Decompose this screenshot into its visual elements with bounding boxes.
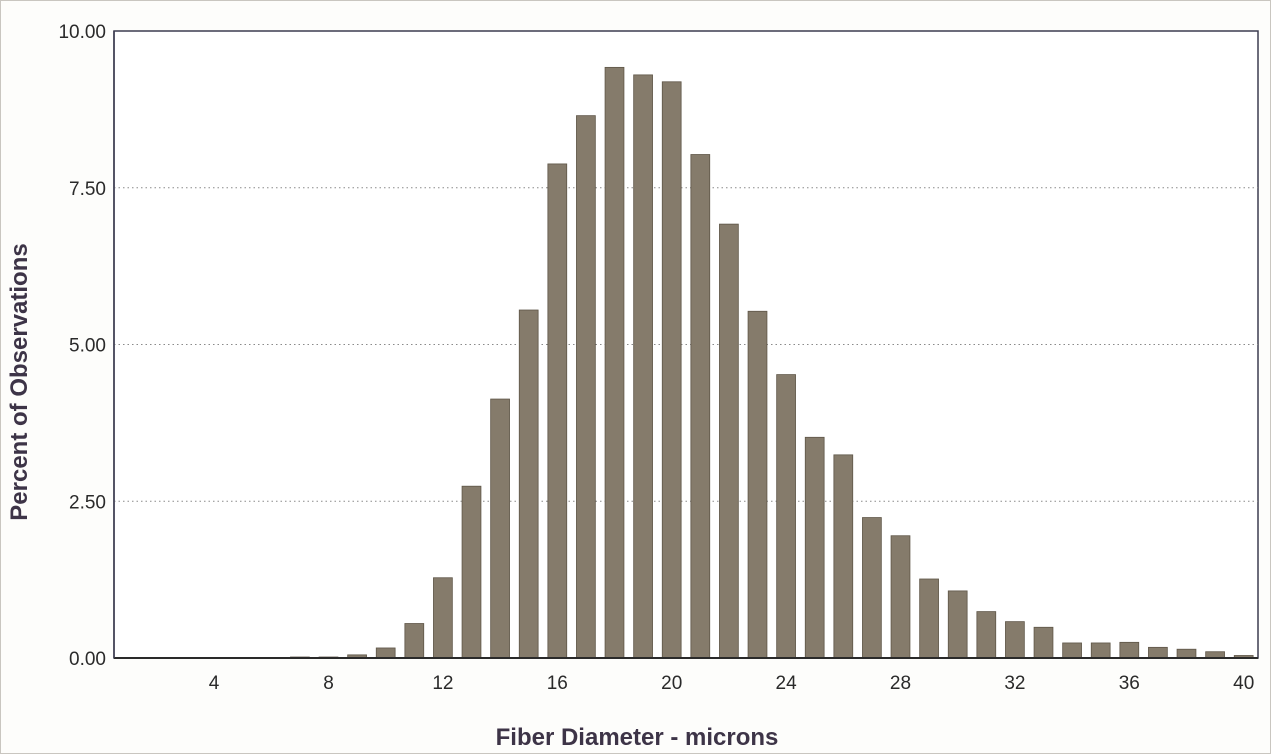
bar xyxy=(1119,641,1140,659)
bar xyxy=(1005,621,1025,659)
y-axis-title: Percent of Observations xyxy=(6,243,33,520)
x-tick-label: 36 xyxy=(1119,673,1140,694)
x-tick-label: 24 xyxy=(776,673,798,694)
bar xyxy=(433,577,453,659)
x-tick-label: 16 xyxy=(547,673,568,694)
bar xyxy=(890,535,911,659)
bar xyxy=(747,310,768,659)
bar xyxy=(576,115,596,659)
bar xyxy=(804,436,825,659)
bar xyxy=(1090,642,1111,659)
bar xyxy=(1148,646,1168,659)
y-tick-label: 2.50 xyxy=(69,492,106,513)
bar xyxy=(719,223,739,659)
bar xyxy=(947,590,968,659)
x-tick-label: 8 xyxy=(323,673,334,694)
y-tick-label: 0.00 xyxy=(69,649,106,670)
y-tick-labels: 0.00 2.50 5.00 7.50 10.00 xyxy=(58,22,106,670)
bar xyxy=(976,611,997,659)
bar xyxy=(833,454,854,659)
x-tick-label: 28 xyxy=(890,673,911,694)
bar xyxy=(1033,626,1054,659)
bar xyxy=(776,374,796,659)
bar xyxy=(862,517,882,659)
x-tick-labels: 4 8 12 16 20 24 28 32 36 40 xyxy=(209,673,1254,694)
y-tick-label: 7.50 xyxy=(69,179,106,200)
bar xyxy=(518,309,539,659)
bar xyxy=(547,163,568,659)
bar xyxy=(633,74,653,659)
y-tick-label: 5.00 xyxy=(69,336,106,357)
x-tick-label: 4 xyxy=(209,673,220,694)
bar xyxy=(1062,642,1082,659)
x-axis-title: Fiber Diameter - microns xyxy=(496,724,779,751)
bar xyxy=(604,66,625,659)
bar xyxy=(1176,648,1197,659)
bar xyxy=(375,647,396,659)
bar xyxy=(404,623,425,659)
bars xyxy=(290,66,1254,659)
x-tick-label: 32 xyxy=(1004,673,1025,694)
bar xyxy=(490,398,510,659)
bar xyxy=(919,578,939,659)
x-tick-label: 40 xyxy=(1233,673,1254,694)
gridlines xyxy=(114,187,1258,502)
bar xyxy=(690,154,711,659)
x-tick-label: 12 xyxy=(432,673,453,694)
y-tick-label: 10.00 xyxy=(58,22,106,43)
bar xyxy=(461,485,482,659)
bar xyxy=(661,81,682,659)
x-tick-label: 20 xyxy=(661,673,682,694)
